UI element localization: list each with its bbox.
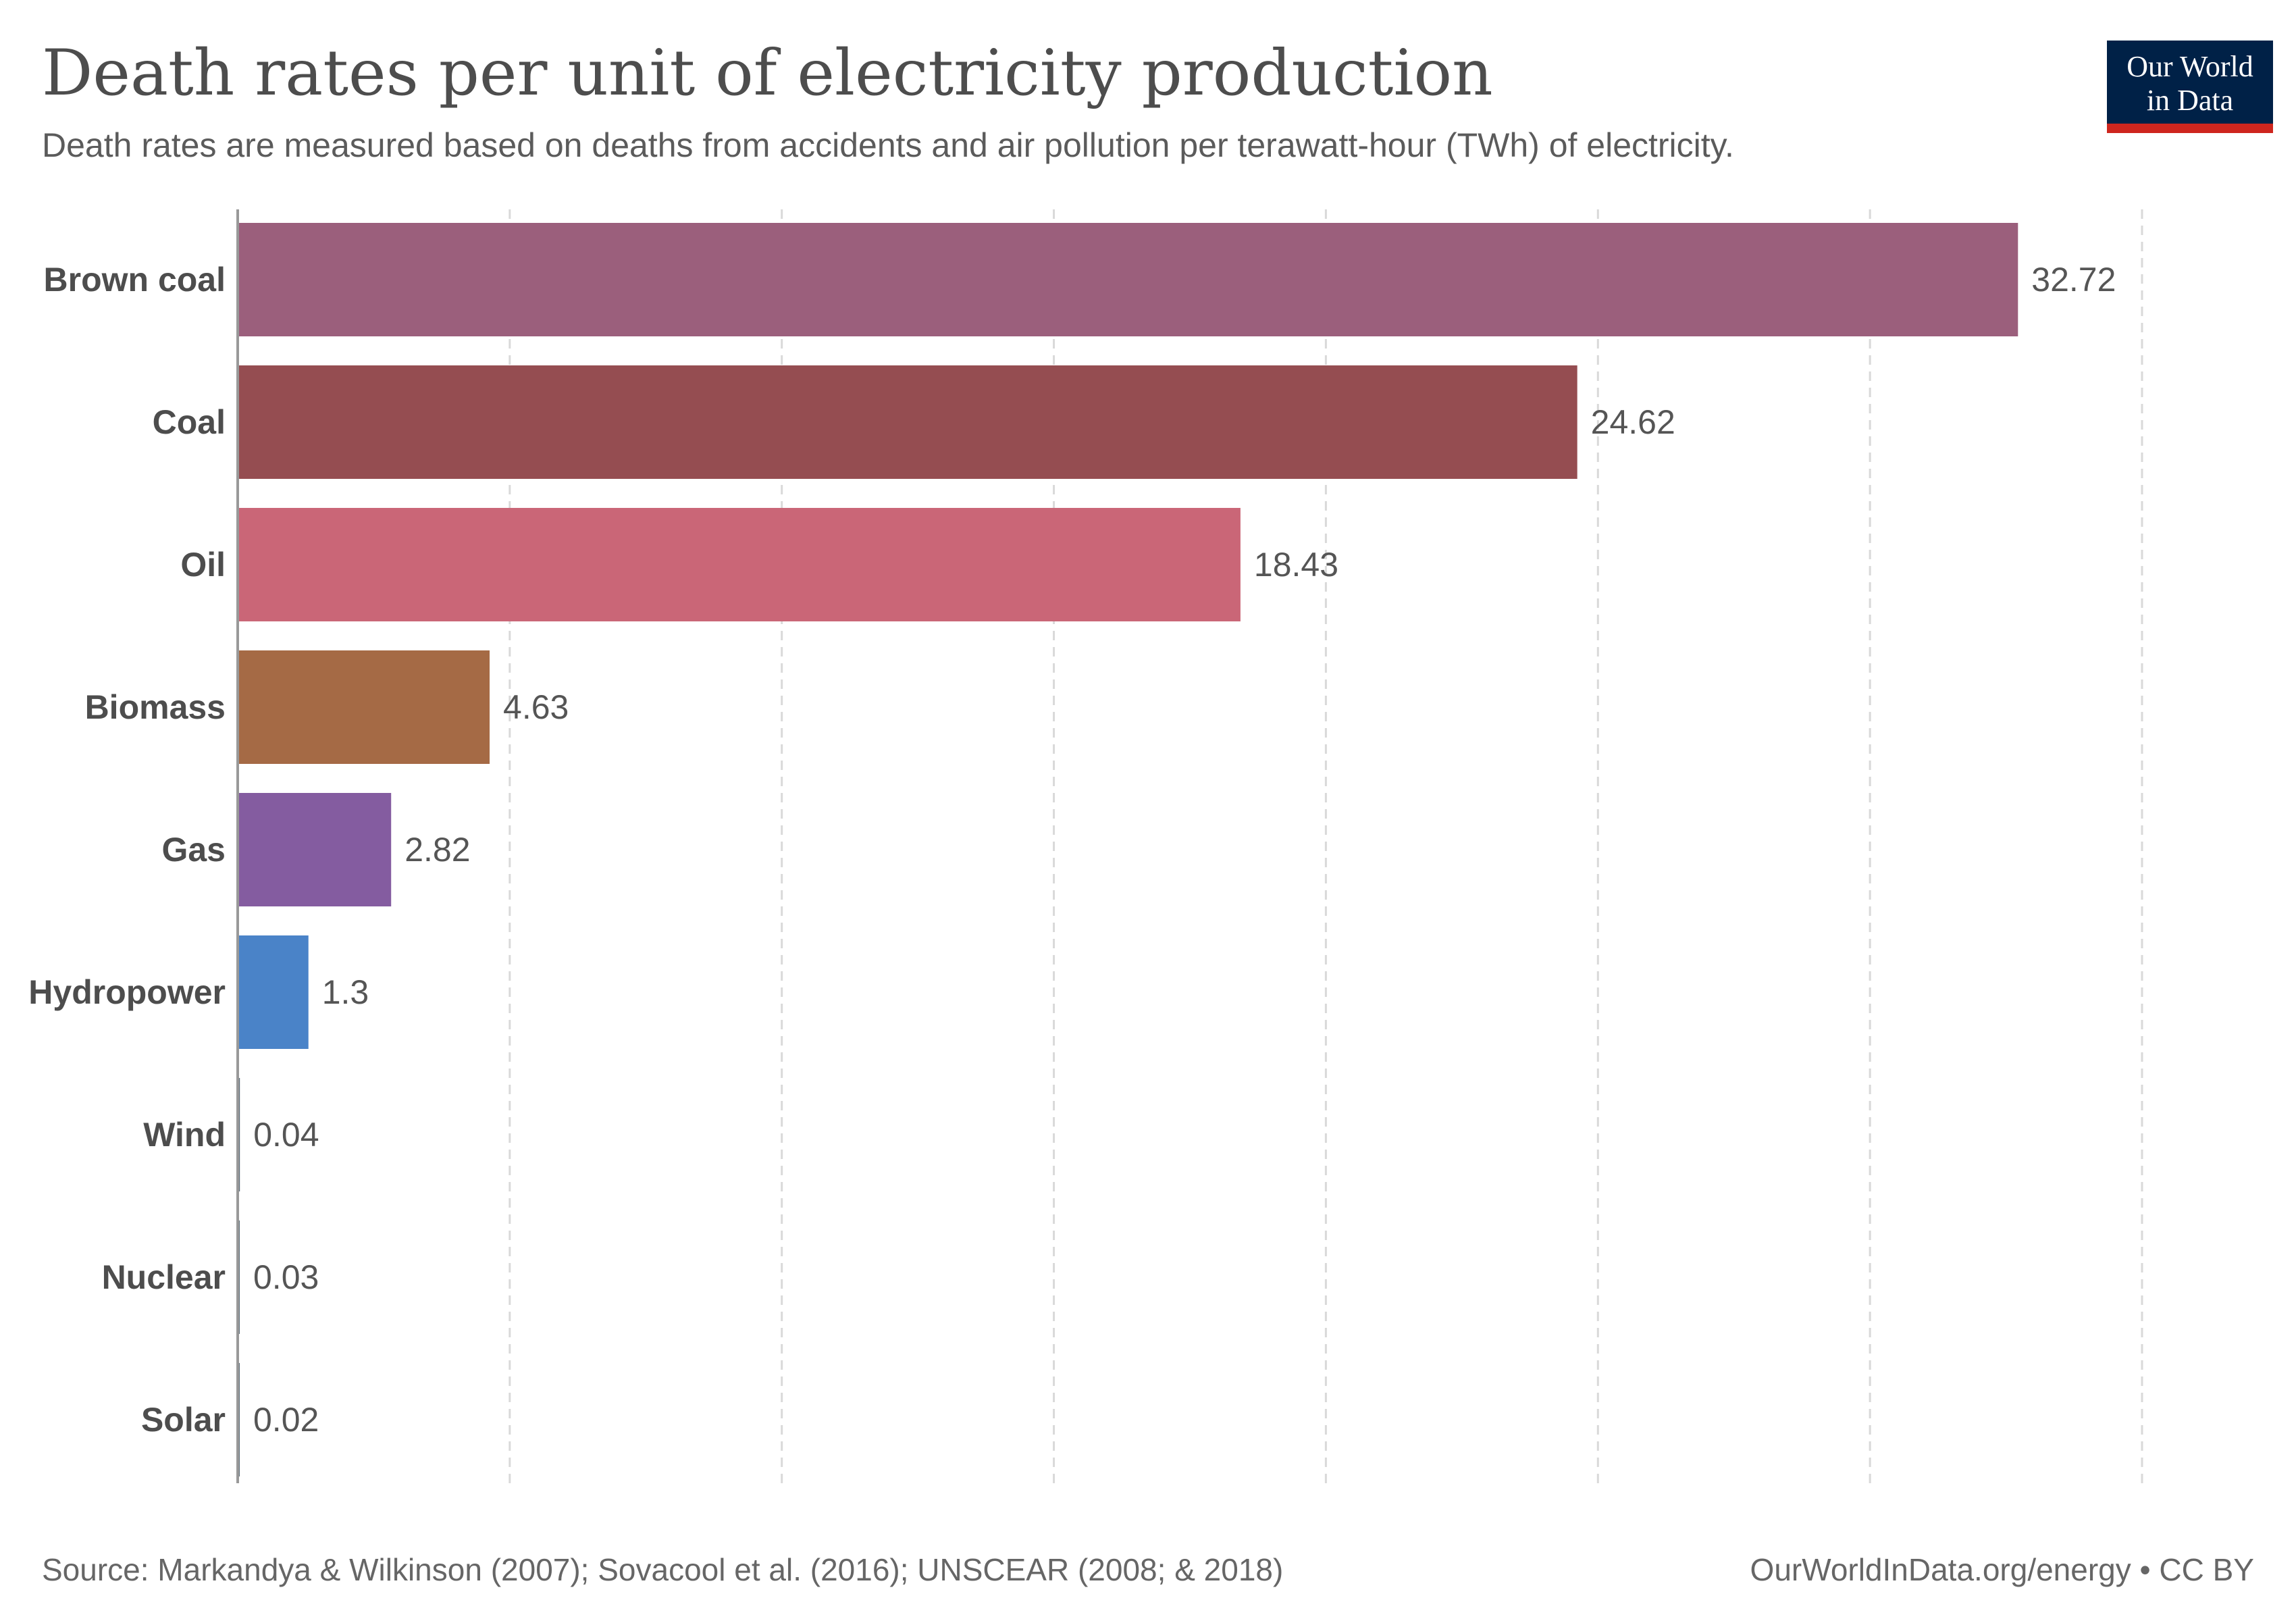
source-note: Source: Markandya & Wilkinson (2007); So… <box>42 1552 1283 1587</box>
category-label: Nuclear <box>102 1258 226 1296</box>
category-label: Gas <box>161 831 226 869</box>
category-label: Brown coal <box>44 261 226 299</box>
value-label: 24.62 <box>1591 403 1675 441</box>
bars <box>238 223 2018 1476</box>
category-label: Wind <box>143 1116 226 1154</box>
value-label: 0.04 <box>253 1116 319 1154</box>
category-label: Hydropower <box>28 973 226 1011</box>
category-label: Oil <box>180 546 226 584</box>
chart-subtitle: Death rates are measured based on deaths… <box>42 126 1734 164</box>
value-labels: 32.72 24.62 18.43 4.63 2.82 1.3 0.04 0.03 0.02 <box>253 261 2116 1439</box>
category-labels: Brown coal Coal Oil Biomass Gas Hydropower Win… <box>28 261 226 1439</box>
category-label: Biomass <box>85 688 226 726</box>
bar-biomass[interactable] <box>238 650 490 764</box>
value-label: 0.02 <box>253 1401 319 1439</box>
logo-line-1: Our World <box>2127 50 2253 83</box>
value-label: 2.82 <box>405 831 470 869</box>
bar-oil[interactable] <box>238 508 1241 621</box>
value-label: 1.3 <box>322 973 369 1011</box>
value-label: 0.03 <box>253 1258 319 1296</box>
license-credit[interactable]: OurWorldInData.org/energy • CC BY <box>1750 1552 2254 1587</box>
bar-gas[interactable] <box>238 793 392 906</box>
bar-brown-coal[interactable] <box>238 223 2018 336</box>
category-label: Coal <box>153 403 226 441</box>
value-label: 4.63 <box>503 688 569 726</box>
logo-background <box>2107 41 2273 128</box>
logo-line-2: in Data <box>2147 84 2233 117</box>
value-label: 32.72 <box>2031 261 2116 299</box>
chart-title: Death rates per unit of electricity prod… <box>42 36 1493 110</box>
bar-hydropower[interactable] <box>238 935 309 1049</box>
bar-coal[interactable] <box>238 365 1577 479</box>
logo-accent-bar <box>2107 124 2273 133</box>
value-label: 18.43 <box>1254 546 1338 584</box>
category-label: Solar <box>141 1401 226 1439</box>
owid-logo[interactable]: Our World in Data <box>2107 41 2273 133</box>
